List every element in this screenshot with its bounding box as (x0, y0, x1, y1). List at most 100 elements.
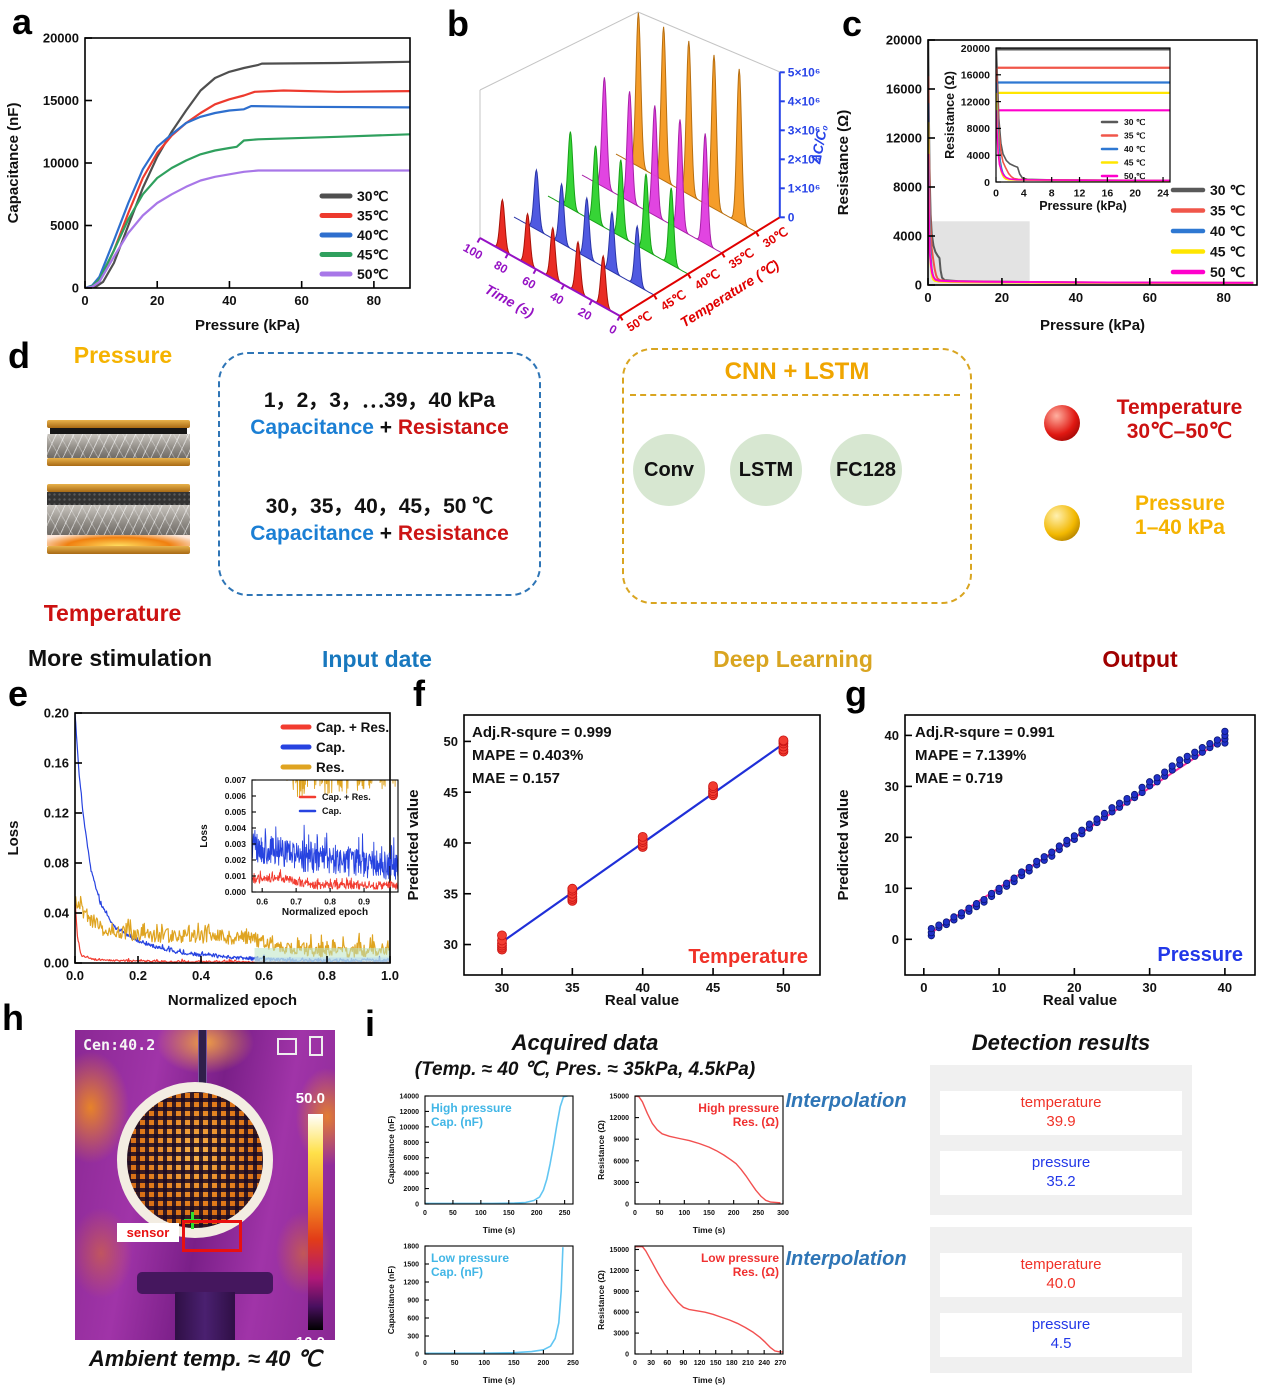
svg-text:Time (s): Time (s) (483, 1225, 516, 1235)
svg-text:0.000: 0.000 (225, 887, 247, 897)
temperature-sensor-image (47, 484, 190, 554)
svg-text:High pressure: High pressure (431, 1101, 512, 1115)
svg-text:0: 0 (633, 1360, 637, 1367)
svg-text:Normalized epoch: Normalized epoch (168, 992, 297, 1009)
svg-text:20000: 20000 (43, 31, 79, 46)
svg-text:20: 20 (995, 290, 1009, 305)
svg-text:0: 0 (915, 278, 922, 293)
svg-text:Adj.R-squre = 0.999: Adj.R-squre = 0.999 (472, 724, 612, 741)
svg-text:20: 20 (150, 293, 164, 308)
chart-high-pressure-capacitance: 0 50 100 150 200 250 0 2000 4000 6000 8000 10000 120… (385, 1088, 585, 1238)
svg-text:50 ℃: 50 ℃ (1210, 264, 1245, 280)
camera-icon (277, 1038, 297, 1055)
result-row-pressure: pressure 35.2 (940, 1151, 1182, 1195)
svg-text:Temperature: Temperature (688, 946, 808, 968)
more-stimulation-caption: More stimulation (27, 645, 212, 671)
svg-text:90: 90 (680, 1360, 688, 1367)
result-value: 4.5 (1050, 1335, 1072, 1352)
svg-text:2×10⁶: 2×10⁶ (788, 152, 821, 166)
svg-text:40℃: 40℃ (357, 227, 389, 243)
svg-text:0: 0 (788, 210, 795, 224)
chart-pressure-prediction: 0 10 20 30 40 0 10 20 30 40 Real value Predicted va… (830, 675, 1266, 1010)
svg-text:0.005: 0.005 (225, 807, 247, 817)
svg-text:270: 270 (774, 1360, 786, 1367)
svg-text:Low pressure: Low pressure (431, 1251, 509, 1265)
svg-text:0: 0 (415, 1352, 419, 1359)
result-label: temperature (1020, 1256, 1102, 1273)
colorbar-max-label: 50.0 (295, 1090, 325, 1107)
svg-text:20: 20 (885, 830, 899, 845)
svg-text:Loss: Loss (5, 820, 22, 855)
svg-text:30℃: 30℃ (760, 224, 790, 250)
svg-text:30℃: 30℃ (357, 188, 389, 204)
svg-text:200: 200 (728, 1210, 740, 1217)
svg-text:30 ℃: 30 ℃ (1124, 117, 1146, 127)
svg-text:Pressure (kPa): Pressure (kPa) (1039, 199, 1127, 213)
fc128-node: FC128 (830, 434, 902, 506)
svg-text:50℃: 50℃ (357, 266, 389, 282)
svg-text:35: 35 (565, 980, 579, 995)
cnn-lstm-title: CNN + LSTM (724, 358, 870, 385)
svg-text:1.0: 1.0 (381, 968, 399, 983)
svg-text:8000: 8000 (403, 1140, 419, 1147)
svg-text:Cap. (nF): Cap. (nF) (431, 1115, 483, 1129)
svg-text:50: 50 (444, 734, 458, 749)
detection-result-panel-1: temperature 39.9 pressure 35.2 (930, 1065, 1192, 1215)
svg-text:45 ℃: 45 ℃ (1124, 158, 1146, 168)
svg-text:30: 30 (647, 1360, 655, 1367)
lstm-node: LSTM (730, 434, 802, 506)
svg-text:Time (s): Time (s) (483, 1375, 516, 1385)
svg-text:20: 20 (1067, 980, 1081, 995)
conv-node: Conv (633, 434, 705, 506)
svg-text:0.001: 0.001 (225, 871, 247, 881)
svg-text:30: 30 (1142, 980, 1156, 995)
chart-low-pressure-resistance: 0 30 60 90 120 150 180 210 240 270 0 3000 6000 9000 12… (595, 1238, 795, 1385)
svg-text:0.16: 0.16 (44, 756, 69, 771)
interpolation-label-2: Interpolation (785, 1248, 907, 1270)
panel-letter-i: i (365, 1003, 376, 1044)
panel-letter-a: a (12, 1, 33, 42)
svg-text:Res. (Ω): Res. (Ω) (733, 1115, 779, 1129)
plus-sign: + (373, 416, 398, 439)
top-electrode-layer (47, 420, 190, 428)
svg-text:50℃: 50℃ (624, 308, 654, 334)
svg-text:Cap. + Res.: Cap. + Res. (322, 792, 371, 802)
output-temperature-range: Temperature 30℃–50℃ (1093, 396, 1266, 444)
chart-loss-vs-epoch: 0.0 0.2 0.4 0.6 0.8 1.0 0.00 0.04 0.08 0.12 0.16 0.… (0, 675, 400, 1010)
svg-text:40: 40 (885, 728, 899, 743)
resistance-label: Resistance (397, 416, 509, 439)
result-label: pressure (1031, 1154, 1091, 1171)
svg-text:0.9: 0.9 (358, 897, 370, 907)
svg-text:100: 100 (678, 1210, 690, 1217)
foam-layer (47, 492, 190, 505)
panel-letter-f: f (413, 673, 425, 714)
svg-text:35 ℃: 35 ℃ (1210, 203, 1245, 219)
svg-text:0: 0 (81, 293, 88, 308)
sensor-highlight-box (182, 1220, 242, 1252)
svg-text:45: 45 (444, 785, 458, 800)
svg-text:0: 0 (984, 177, 990, 189)
svg-text:50: 50 (449, 1210, 457, 1217)
output-pressure-range: Pressure 1–40 kPa (1100, 492, 1260, 540)
sensor-label: sensor (117, 1223, 179, 1242)
svg-text:40℃: 40℃ (692, 266, 722, 292)
svg-text:0: 0 (415, 1202, 419, 1209)
input-signals-2: Capacitance + Resistance (220, 522, 539, 546)
result-value: 35.2 (1046, 1173, 1076, 1190)
input-signals-1: Capacitance + Resistance (220, 416, 539, 440)
svg-text:40: 40 (222, 293, 236, 308)
svg-text:150: 150 (710, 1360, 722, 1367)
svg-text:Predicted value: Predicted value (835, 790, 852, 901)
svg-text:60: 60 (520, 273, 539, 292)
svg-text:Cap.: Cap. (322, 806, 342, 816)
svg-text:12000: 12000 (610, 1268, 630, 1275)
svg-text:250: 250 (567, 1360, 579, 1367)
svg-text:Pressure: Pressure (1157, 944, 1243, 966)
svg-text:0: 0 (892, 932, 899, 947)
svg-text:Pressure (kPa): Pressure (kPa) (1040, 317, 1145, 334)
svg-text:0.00: 0.00 (44, 956, 69, 971)
svg-text:10: 10 (885, 881, 899, 896)
svg-text:14000: 14000 (400, 1094, 420, 1101)
svg-text:Resistance (Ω): Resistance (Ω) (943, 71, 957, 159)
svg-text:40: 40 (1218, 980, 1232, 995)
